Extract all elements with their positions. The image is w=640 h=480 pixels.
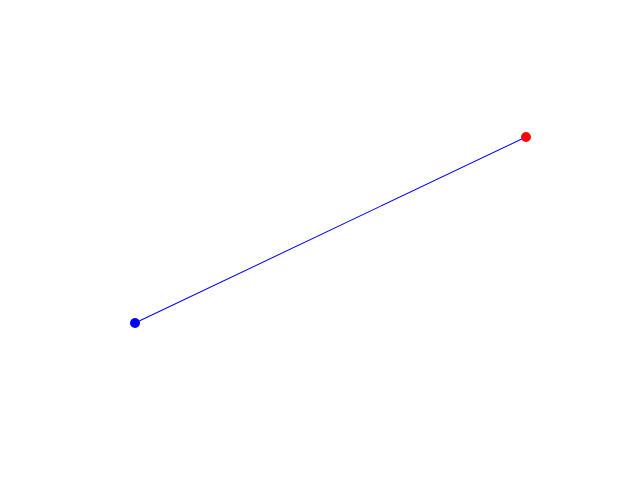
- end-point: [521, 132, 531, 142]
- start-point: [130, 318, 140, 328]
- connector-line: [134, 136, 527, 324]
